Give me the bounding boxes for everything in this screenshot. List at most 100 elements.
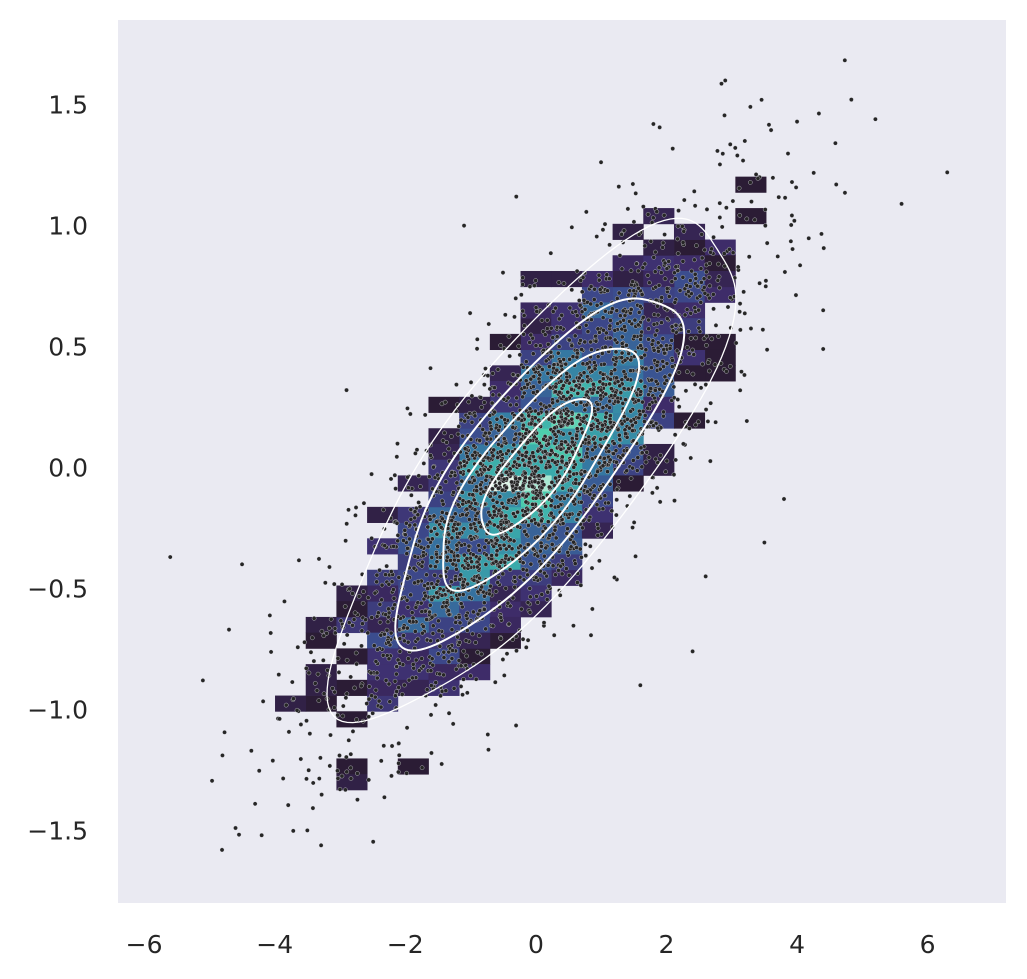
scatter-point: [590, 606, 595, 612]
scatter-point: [409, 610, 415, 615]
histogram-cell: [735, 208, 767, 225]
scatter-point: [556, 280, 562, 285]
scatter-point: [684, 307, 690, 312]
scatter-point: [386, 681, 392, 687]
scatter-point: [789, 179, 795, 185]
scatter-point: [386, 640, 391, 645]
scatter-point: [408, 411, 413, 417]
scatter-point: [694, 243, 699, 248]
scatter-point: [775, 254, 781, 259]
scatter-point: [698, 300, 704, 305]
scatter-point: [770, 175, 776, 181]
scatter-point: [766, 122, 772, 128]
scatter-point: [649, 365, 654, 370]
scatter-point: [575, 391, 581, 396]
scatter-point: [413, 657, 419, 663]
scatter-point: [366, 684, 372, 689]
scatter-point: [560, 521, 566, 526]
scatter-point: [396, 685, 401, 690]
scatter-point: [577, 298, 582, 303]
y-tick-label: −0.5: [27, 575, 88, 604]
scatter-point: [440, 501, 446, 507]
scatter-point: [599, 426, 605, 432]
scatter-point: [504, 469, 509, 475]
scatter-point: [501, 476, 507, 482]
scatter-point: [621, 369, 627, 374]
scatter-point: [427, 602, 433, 608]
scatter-point: [348, 751, 354, 757]
scatter-point: [377, 619, 383, 625]
scatter-point: [305, 828, 310, 833]
scatter-point: [666, 294, 672, 299]
scatter-point: [494, 552, 499, 558]
scatter-point: [582, 469, 588, 474]
scatter-point: [600, 463, 606, 469]
scatter-point: [397, 661, 402, 666]
scatter-point: [324, 631, 329, 636]
scatter-point: [366, 714, 371, 719]
scatter-point: [432, 526, 438, 531]
scatter-point: [374, 675, 380, 681]
scatter-point: [819, 231, 824, 237]
scatter-point: [304, 718, 309, 724]
scatter-point: [615, 321, 620, 326]
scatter-point: [630, 525, 635, 530]
scatter-point: [653, 388, 658, 393]
scatter-point: [564, 378, 570, 383]
scatter-point: [544, 409, 549, 415]
histogram-cell: [520, 333, 552, 351]
scatter-point: [499, 458, 504, 463]
scatter-point: [419, 765, 425, 770]
scatter-point: [595, 402, 601, 407]
scatter-point: [782, 269, 788, 275]
scatter-point: [541, 473, 546, 478]
scatter-point: [717, 200, 723, 206]
scatter-point: [536, 522, 541, 528]
scatter-point: [553, 452, 558, 457]
scatter-point: [696, 419, 701, 425]
scatter-point: [416, 668, 422, 673]
scatter-point: [717, 162, 723, 167]
scatter-point: [614, 308, 620, 313]
scatter-point: [790, 246, 795, 252]
scatter-point: [528, 594, 533, 600]
scatter-point: [429, 656, 435, 662]
scatter-point: [298, 756, 304, 762]
scatter-point: [501, 536, 507, 542]
scatter-point: [595, 469, 600, 474]
scatter-point: [628, 418, 634, 424]
scatter-point: [494, 499, 500, 505]
scatter-point: [652, 269, 658, 274]
scatter-point: [446, 710, 452, 716]
scatter-point: [392, 678, 398, 684]
scatter-point: [339, 773, 345, 779]
scatter-point: [735, 264, 741, 270]
scatter-point: [744, 418, 750, 424]
scatter-point: [421, 663, 426, 669]
scatter-point: [344, 387, 349, 393]
scatter-point: [461, 648, 466, 654]
scatter-point: [595, 354, 601, 359]
scatter-point: [713, 419, 718, 425]
scatter-point: [638, 343, 643, 348]
scatter-point: [686, 329, 691, 334]
scatter-point: [384, 563, 389, 569]
scatter-point: [547, 533, 552, 538]
scatter-point: [594, 502, 600, 507]
scatter-point: [598, 159, 604, 165]
scatter-point: [511, 498, 516, 503]
scatter-point: [500, 487, 505, 493]
scatter-point: [591, 493, 597, 498]
scatter-point: [417, 538, 422, 544]
scatter-point: [464, 556, 470, 561]
scatter-point: [296, 558, 302, 563]
scatter-point: [386, 581, 392, 587]
scatter-point: [591, 436, 596, 442]
scatter-point: [661, 364, 666, 369]
scatter-point: [545, 326, 550, 331]
scatter-point: [503, 546, 509, 552]
scatter-point: [493, 559, 499, 564]
scatter-point: [369, 693, 374, 698]
scatter-point: [578, 400, 584, 405]
scatter-point: [327, 763, 333, 769]
